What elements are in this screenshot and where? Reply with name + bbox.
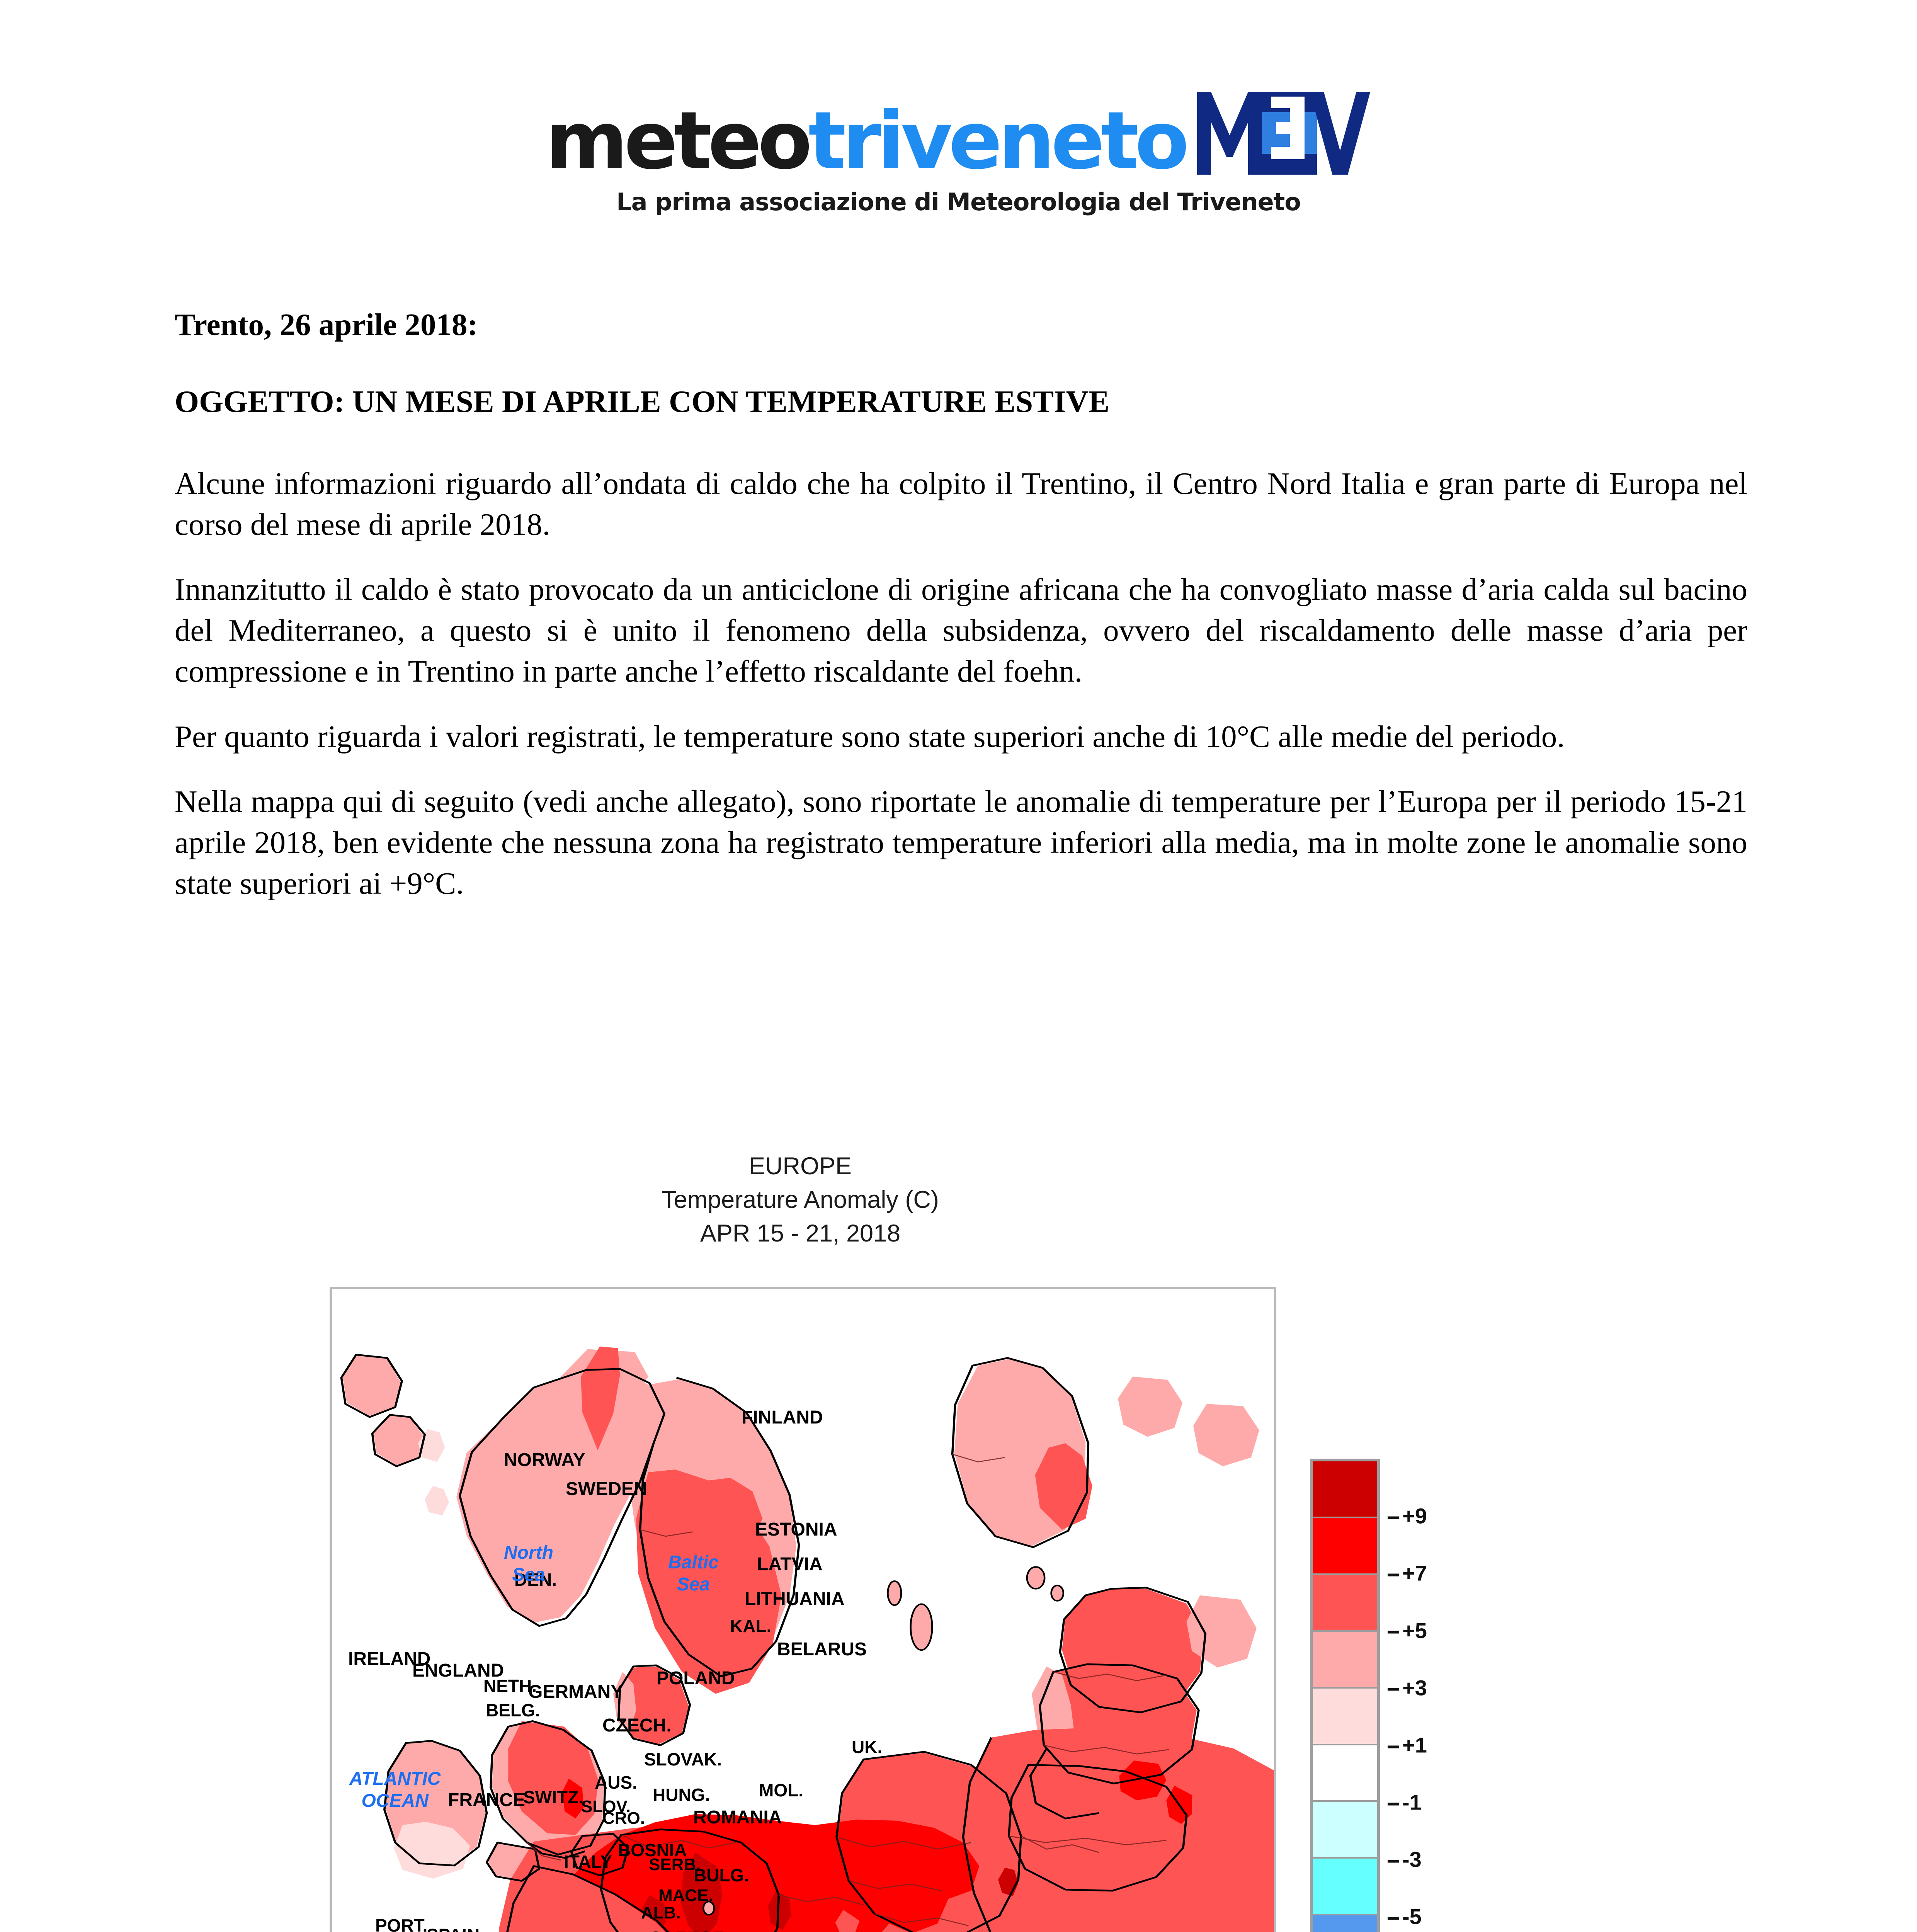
map-country-label: KAL. bbox=[730, 1616, 772, 1636]
map-country-label: SWITZ. bbox=[523, 1787, 583, 1807]
map-sea-label: North Sea bbox=[504, 1543, 553, 1585]
colorbar-band bbox=[1313, 1518, 1377, 1575]
colorbar-band bbox=[1313, 1745, 1377, 1802]
map-country-label: SPAIN bbox=[427, 1925, 480, 1932]
map-country-label: SLOVAK. bbox=[644, 1749, 722, 1769]
map-country-label: MACE. bbox=[658, 1886, 713, 1905]
logo-wordmark: meteo triveneto bbox=[545, 89, 1372, 187]
map-country-label: ROMANIA bbox=[693, 1807, 782, 1828]
site-logo: meteo triveneto La prima associazione di … bbox=[0, 89, 1917, 216]
figure-title-line-2: Temperature Anomaly (C) bbox=[662, 1186, 939, 1213]
colorbar-tick-label: +5 bbox=[1388, 1618, 1427, 1643]
map-country-label: LATVIA bbox=[757, 1554, 823, 1575]
colorbar-band bbox=[1313, 1461, 1377, 1518]
colorbar-tick-dash-icon bbox=[1388, 1803, 1399, 1806]
map-country-label: SLOV. bbox=[581, 1797, 631, 1816]
map-country-label: FRANCE bbox=[448, 1790, 525, 1810]
map-country-label: POLAND bbox=[657, 1668, 735, 1689]
map-sea-label: ATLANTIC OCEAN bbox=[349, 1769, 441, 1811]
anomaly-colorbar bbox=[1310, 1459, 1380, 1932]
map-country-label: DEN. bbox=[514, 1570, 557, 1590]
map-country-label: BOSNIA bbox=[618, 1840, 687, 1860]
mtv-monogram-icon bbox=[1194, 89, 1372, 178]
logo-tagline: La prima associazione di Meteorologia de… bbox=[616, 188, 1301, 216]
map-country-label: ENGLAND bbox=[412, 1660, 504, 1681]
figure-title-line-3: APR 15 - 21, 2018 bbox=[700, 1219, 901, 1247]
paragraph-1: Alcune informazioni riguardo all’ondata … bbox=[175, 466, 1747, 542]
map-country-label: BULG. bbox=[694, 1865, 749, 1885]
map-country-label: NORWAY bbox=[504, 1450, 585, 1470]
colorbar-tick-dash-icon bbox=[1388, 1745, 1399, 1748]
map-country-label: PORT. bbox=[375, 1915, 428, 1932]
map-country-label: BELARUS bbox=[777, 1639, 867, 1660]
letter-body: Trento, 26 aprile 2018: OGGETTO: UN MESE… bbox=[175, 309, 1747, 904]
colorbar-band bbox=[1313, 1802, 1377, 1859]
colorbar-tick-dash-icon bbox=[1388, 1573, 1399, 1577]
colorbar-tick-dash-icon bbox=[1388, 1917, 1399, 1920]
paragraph-2: Innanzitutto il caldo è stato provocato … bbox=[175, 572, 1747, 689]
map-country-label: NETH. bbox=[483, 1676, 537, 1696]
map-country-label: ALB. bbox=[641, 1903, 681, 1922]
map-panel: NORWAY SWEDEN FINLAND ESTONIA LATVIA LITHUANI… bbox=[330, 1287, 1276, 1932]
map-sea-label: Baltic Sea bbox=[668, 1552, 719, 1595]
map-country-label: MOL. bbox=[759, 1780, 803, 1800]
colorbar-band bbox=[1313, 1631, 1377, 1689]
colorbar-tick-dash-icon bbox=[1388, 1860, 1399, 1863]
map-country-label: BELG. bbox=[486, 1700, 540, 1720]
map-country-label: LITHUANIA bbox=[745, 1589, 845, 1609]
map-country-label: GREECE bbox=[649, 1927, 724, 1932]
map-country-label: SERB. bbox=[649, 1855, 701, 1874]
map-country-label: AUS. bbox=[595, 1772, 637, 1793]
dateline: Trento, 26 aprile 2018: bbox=[175, 307, 478, 342]
anomaly-colorbar-ticks: +9+7+5+3+1-1-3-5-7-9 bbox=[1388, 1459, 1488, 1932]
map-country-label: ITALY bbox=[564, 1852, 612, 1872]
colorbar-tick-label: -3 bbox=[1388, 1847, 1422, 1872]
colorbar-band bbox=[1313, 1915, 1377, 1932]
subject-heading: OGGETTO: UN MESE DI APRILE CON TEMPERATU… bbox=[175, 384, 1110, 419]
map-country-label: IRELAND bbox=[348, 1649, 431, 1669]
map-country-label: CZECH. bbox=[602, 1715, 672, 1736]
map-country-label: FINLAND bbox=[742, 1407, 823, 1428]
colorbar-band bbox=[1313, 1575, 1377, 1632]
colorbar-tick-label: +3 bbox=[1388, 1675, 1427, 1700]
paragraph-4: Nella mappa qui di seguito (vedi anche a… bbox=[175, 784, 1747, 901]
anomaly-map-graphic bbox=[332, 1289, 1274, 1932]
colorbar-band bbox=[1313, 1859, 1377, 1916]
colorbar-band bbox=[1313, 1688, 1377, 1745]
map-country-label: HUNG. bbox=[653, 1785, 710, 1805]
colorbar-tick-label: +1 bbox=[1388, 1732, 1427, 1757]
colorbar-tick-dash-icon bbox=[1388, 1688, 1399, 1691]
map-country-label: SWEDEN bbox=[566, 1479, 647, 1499]
figure-title-line-1: EUROPE bbox=[748, 1153, 852, 1180]
map-country-label: GERMANY bbox=[528, 1682, 623, 1702]
logo-text-meteo: meteo bbox=[545, 95, 812, 187]
paragraph-3: Per quanto riguarda i valori registrati,… bbox=[175, 719, 1565, 754]
colorbar-tick-label: +9 bbox=[1388, 1503, 1427, 1529]
logo-text-triveneto: triveneto bbox=[808, 95, 1189, 187]
map-country-label: CRO. bbox=[602, 1809, 645, 1828]
colorbar-tick-label: -5 bbox=[1388, 1904, 1422, 1929]
map-country-label: UK. bbox=[852, 1737, 883, 1757]
colorbar-tick-label: +7 bbox=[1388, 1561, 1427, 1586]
figure-title: EUROPE Temperature Anomaly (C) APR 15 - … bbox=[321, 1150, 1279, 1250]
colorbar-tick-dash-icon bbox=[1388, 1631, 1399, 1634]
colorbar-tick-label: -1 bbox=[1388, 1790, 1422, 1815]
colorbar-tick-dash-icon bbox=[1388, 1516, 1399, 1519]
map-country-label: ESTONIA bbox=[755, 1519, 837, 1540]
